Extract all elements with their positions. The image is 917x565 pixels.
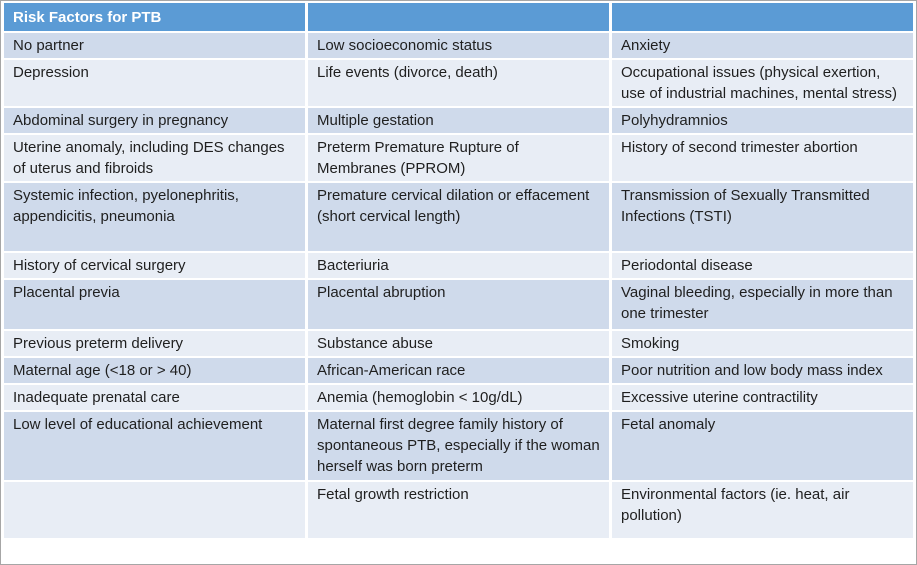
table-cell: Placental previa (4, 280, 305, 329)
table-cell: Depression (4, 60, 305, 106)
risk-factors-table: Risk Factors for PTB No partner Low socio… (1, 1, 916, 540)
table-cell: Anxiety (612, 33, 913, 58)
table-cell: Systemic infection, pyelonephritis, appe… (4, 183, 305, 251)
table-cell: Fetal anomaly (612, 412, 913, 480)
table-cell: Life events (divorce, death) (308, 60, 609, 106)
table-cell: Maternal age (<18 or > 40) (4, 358, 305, 383)
table-header: Risk Factors for PTB (4, 3, 913, 31)
table-row: Maternal age (<18 or > 40) African-Americ… (4, 358, 913, 383)
table-cell: History of cervical surgery (4, 253, 305, 278)
table-cell: Smoking (612, 331, 913, 356)
table-row: No partner Low socioeconomic status Anxiet… (4, 33, 913, 58)
table-cell: Poor nutrition and low body mass index (612, 358, 913, 383)
table-row: Fetal growth restriction Environmental fa… (4, 482, 913, 538)
header-cell-2 (308, 3, 609, 31)
table-body: No partner Low socioeconomic status Anxiet… (4, 33, 913, 538)
table-cell (4, 482, 305, 538)
table-cell: African-American race (308, 358, 609, 383)
table-row: Low level of educational achievement Mate… (4, 412, 913, 480)
table-cell: Environmental factors (ie. heat, air pol… (612, 482, 913, 538)
table-cell: Excessive uterine contractility (612, 385, 913, 410)
table-cell: Bacteriuria (308, 253, 609, 278)
table-cell: Anemia (hemoglobin < 10g/dL) (308, 385, 609, 410)
table-row: Systemic infection, pyelonephritis, appe… (4, 183, 913, 251)
table-title: Risk Factors for PTB (4, 3, 305, 31)
table-row: Inadequate prenatal care Anemia (hemoglob… (4, 385, 913, 410)
table-cell: Substance abuse (308, 331, 609, 356)
table-cell: Occupational issues (physical exertion, … (612, 60, 913, 106)
header-cell-3 (612, 3, 913, 31)
table-row: Abdominal surgery in pregnancy Multiple g… (4, 108, 913, 133)
table-cell: Low level of educational achievement (4, 412, 305, 480)
table-cell: Previous preterm delivery (4, 331, 305, 356)
table-cell: Uterine anomaly, including DES changes o… (4, 135, 305, 181)
header-row: Risk Factors for PTB (4, 3, 913, 31)
table-row: Previous preterm delivery Substance abuse… (4, 331, 913, 356)
table-row: Uterine anomaly, including DES changes o… (4, 135, 913, 181)
table-row: History of cervical surgery Bacteriuria Pe… (4, 253, 913, 278)
table-cell: Multiple gestation (308, 108, 609, 133)
table-cell: Premature cervical dilation or effacemen… (308, 183, 609, 251)
table-cell: Inadequate prenatal care (4, 385, 305, 410)
table-cell: Preterm Premature Rupture of Membranes (… (308, 135, 609, 181)
table-cell: Abdominal surgery in pregnancy (4, 108, 305, 133)
table-cell: Low socioeconomic status (308, 33, 609, 58)
table-cell: Transmission of Sexually Transmitted Inf… (612, 183, 913, 251)
table-row: Placental previa Placental abruption Vagin… (4, 280, 913, 329)
table-cell: Placental abruption (308, 280, 609, 329)
table-cell: Vaginal bleeding, especially in more tha… (612, 280, 913, 329)
table-cell: Fetal growth restriction (308, 482, 609, 538)
table-cell: Periodontal disease (612, 253, 913, 278)
table-cell: Polyhydramnios (612, 108, 913, 133)
table-cell: Maternal first degree family history of … (308, 412, 609, 480)
table-cell: No partner (4, 33, 305, 58)
table-cell: History of second trimester abortion (612, 135, 913, 181)
table-row: Depression Life events (divorce, death) Oc… (4, 60, 913, 106)
